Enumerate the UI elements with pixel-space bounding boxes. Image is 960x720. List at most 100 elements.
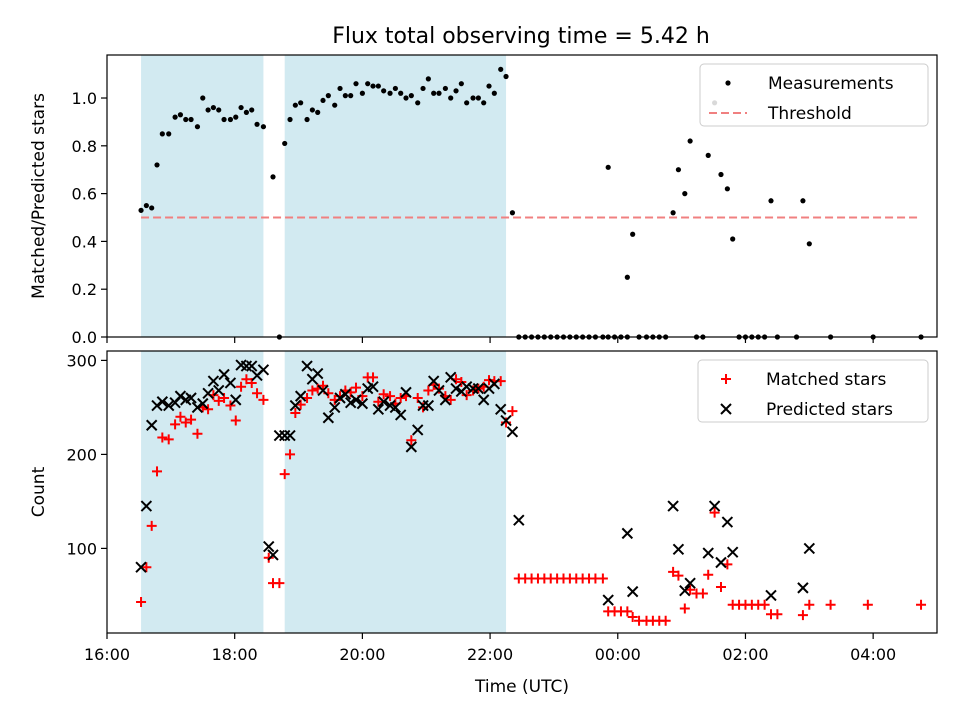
matched-star-point [378, 389, 389, 400]
x-tick-label: 18:00 [212, 645, 258, 664]
measurement-point [392, 85, 398, 92]
measurement-point [486, 83, 492, 89]
predicted-star-point [322, 412, 335, 424]
predicted-star-point [721, 516, 734, 528]
legend-label: Threshold [767, 104, 852, 124]
measurement-point [188, 116, 194, 123]
measurement-point [298, 100, 304, 106]
matched-star-point [307, 385, 318, 396]
predicted-star-point [257, 364, 270, 376]
axes-frame [106, 54, 938, 338]
matched-star-point [241, 374, 252, 385]
measurement-point [458, 81, 464, 87]
predicted-star-point [263, 540, 275, 553]
legend-box [697, 359, 929, 423]
predicted-star-point [151, 399, 163, 412]
legend-box [699, 63, 929, 127]
matched-star-point [258, 394, 269, 405]
matched-star-point [175, 411, 186, 422]
predicted-star-point [213, 384, 225, 397]
legend: Matched stars Predicted stars [697, 359, 929, 423]
measurement-point [370, 83, 376, 89]
predicted-star-point [472, 382, 485, 395]
observing-interval [141, 55, 264, 337]
measurement-point [325, 93, 331, 99]
predicted-star-point [405, 441, 418, 453]
measurement-point [675, 167, 682, 173]
predicted-star-point [317, 384, 329, 397]
predicted-star-point [294, 390, 307, 402]
matched-star-point [406, 435, 417, 446]
matched-star-point [423, 385, 434, 396]
measurement-point [800, 198, 806, 204]
measurement-point [420, 85, 426, 92]
measurement-point [233, 114, 239, 120]
matched-star-point [862, 599, 873, 610]
predicted-star-point [367, 381, 379, 393]
predicted-star-point [267, 549, 279, 561]
measurement-point [464, 100, 470, 106]
measurement-point [205, 107, 211, 113]
matched-star-point [213, 395, 224, 406]
measurement-point [475, 95, 481, 101]
measurement-point [415, 100, 421, 106]
measurement-point [436, 90, 442, 96]
y-tick-label: 0.2 [72, 280, 97, 299]
legend-label: Measurements [768, 74, 894, 94]
legend-marker-matched [721, 374, 731, 384]
legend-label: Matched stars [766, 370, 886, 390]
predicted-star-point [185, 392, 197, 404]
legend-marker-predicted [720, 403, 732, 415]
predicted-star-point [427, 375, 440, 387]
predicted-star-point [400, 386, 412, 399]
measurement-point [387, 90, 393, 96]
matched-star-point [627, 612, 638, 623]
matched-star-point [804, 599, 815, 610]
matched-star-point [192, 428, 203, 439]
measurement-point [166, 131, 172, 137]
measurement-point [806, 241, 812, 247]
matched-star-point [186, 414, 197, 425]
predicted-star-point [329, 401, 341, 414]
predicted-star-point [765, 589, 777, 602]
predicted-star-point [444, 371, 457, 384]
measurement-point [442, 85, 448, 92]
measurement-point [249, 107, 255, 113]
predicted-star-point [422, 399, 435, 412]
matched-star-point [368, 372, 379, 383]
measurement-point [503, 73, 509, 80]
matched-star-point [759, 599, 770, 610]
measurement-point [705, 152, 711, 158]
count-panel: 100 200 300 16:00 18:00 20:00 22:00 00:00 02:00 0… [29, 350, 938, 697]
predicted-star-point [460, 381, 473, 393]
x-axis-label: Time (UTC) [474, 677, 569, 697]
predicted-star-point [506, 426, 519, 438]
measurement-point [143, 202, 149, 209]
predicted-star-point [334, 392, 346, 404]
predicted-star-point [450, 382, 462, 395]
y-tick-label: 1.0 [72, 89, 97, 108]
measurement-point [448, 95, 454, 101]
measurement-point [365, 81, 371, 87]
matched-star-point [163, 434, 174, 445]
predicted-star-point [495, 403, 507, 415]
predicted-star-point [156, 396, 169, 408]
measurement-point [730, 236, 736, 242]
measurement-point [149, 205, 155, 211]
x-tick-label: 22:00 [467, 645, 513, 664]
predicted-star-point [803, 542, 816, 555]
matched-star-point [461, 390, 472, 401]
matched-star-point [146, 520, 157, 531]
predicted-star-point [602, 594, 614, 606]
measurement-point [453, 88, 459, 94]
matched-star-point [170, 419, 181, 430]
x-tick-label: 04:00 [850, 645, 896, 664]
measurement-point [210, 104, 217, 111]
measurement-point [491, 90, 497, 96]
predicted-star-point [284, 429, 296, 442]
measurement-point [309, 107, 315, 113]
matched-star-point [279, 469, 290, 480]
predicted-star-point [439, 394, 452, 406]
matched-star-point [373, 396, 384, 407]
measurement-point [425, 76, 431, 82]
